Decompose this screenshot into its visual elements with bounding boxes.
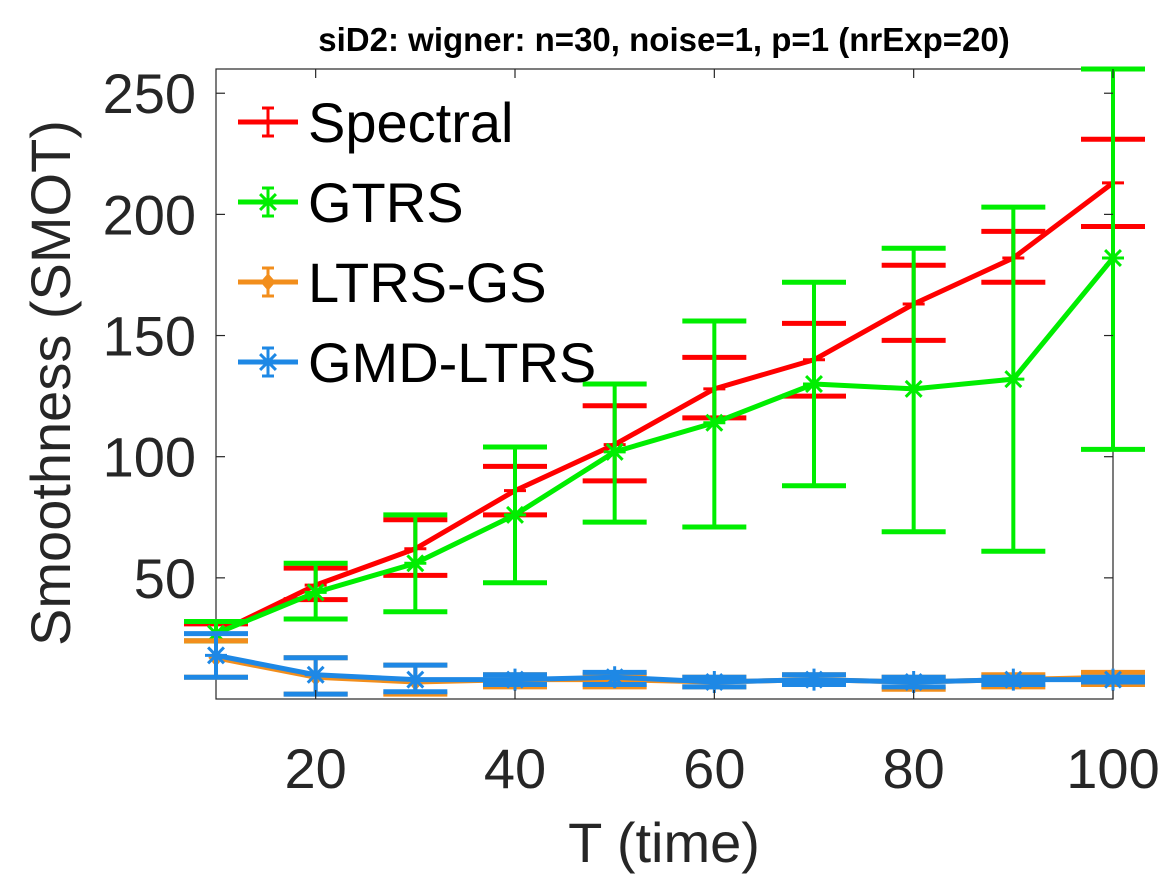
y-axis-label: Smoothness (SMOT): [19, 120, 82, 646]
series-line: [215, 652, 1113, 685]
y-tick-label: 250: [103, 62, 196, 125]
x-tick-label: 20: [285, 737, 347, 800]
legend-label: Spectral: [308, 91, 513, 154]
legend-label: GTRS: [308, 171, 464, 234]
x-tick-label: 100: [1066, 737, 1159, 800]
data-point: [205, 644, 227, 667]
data-point: [703, 671, 726, 694]
x-tick-label: 40: [484, 737, 546, 800]
data-point: [603, 666, 626, 689]
data-point: [260, 273, 276, 291]
data-point: [1102, 668, 1124, 691]
data-point: [603, 440, 626, 463]
legend: Spectral GTRS LTRS-GS GMD-LTRS: [238, 91, 596, 394]
legend-item: Spectral: [238, 91, 513, 154]
data-point: [304, 663, 327, 686]
data-point: [257, 111, 279, 133]
chart-title: siD2: wigner: n=30, noise=1, p=1 (nrExp=…: [318, 21, 1009, 58]
data-point: [257, 191, 279, 213]
data-point: [1102, 247, 1124, 269]
legend-item: LTRS-GS: [238, 251, 547, 314]
data-point: [504, 668, 526, 691]
data-point: [803, 373, 825, 395]
data-point: [902, 377, 925, 400]
legend-label: LTRS-GS: [308, 251, 547, 314]
data-point: [404, 668, 427, 691]
y-tick-label: 50: [134, 547, 196, 610]
data-point: [902, 671, 925, 694]
tick-labels: 20 40 60 80 100 50 100 150 200 250: [103, 62, 1160, 800]
y-tick-label: 200: [103, 183, 196, 246]
data-point: [1002, 368, 1025, 391]
legend-label: GMD-LTRS: [308, 331, 596, 394]
data-point: [504, 503, 526, 526]
y-tick-label: 150: [103, 305, 196, 368]
legend-item: GMD-LTRS: [238, 331, 596, 394]
data-point: [803, 668, 825, 691]
series-line: [215, 256, 1115, 636]
x-tick-label: 60: [683, 737, 745, 800]
data-point: [1002, 668, 1025, 691]
data-point: [703, 411, 726, 434]
data-point: [304, 581, 327, 604]
legend-item: GTRS: [238, 171, 464, 234]
x-axis-label: T (time): [568, 811, 760, 874]
plot-area: [184, 66, 1145, 697]
data-point: [257, 351, 279, 373]
data-point: [404, 552, 427, 575]
y-tick-label: 100: [103, 426, 196, 489]
series-gmd-ltrs: [184, 631, 1145, 697]
series-line: [214, 180, 1115, 636]
x-tick-label: 80: [883, 737, 945, 800]
